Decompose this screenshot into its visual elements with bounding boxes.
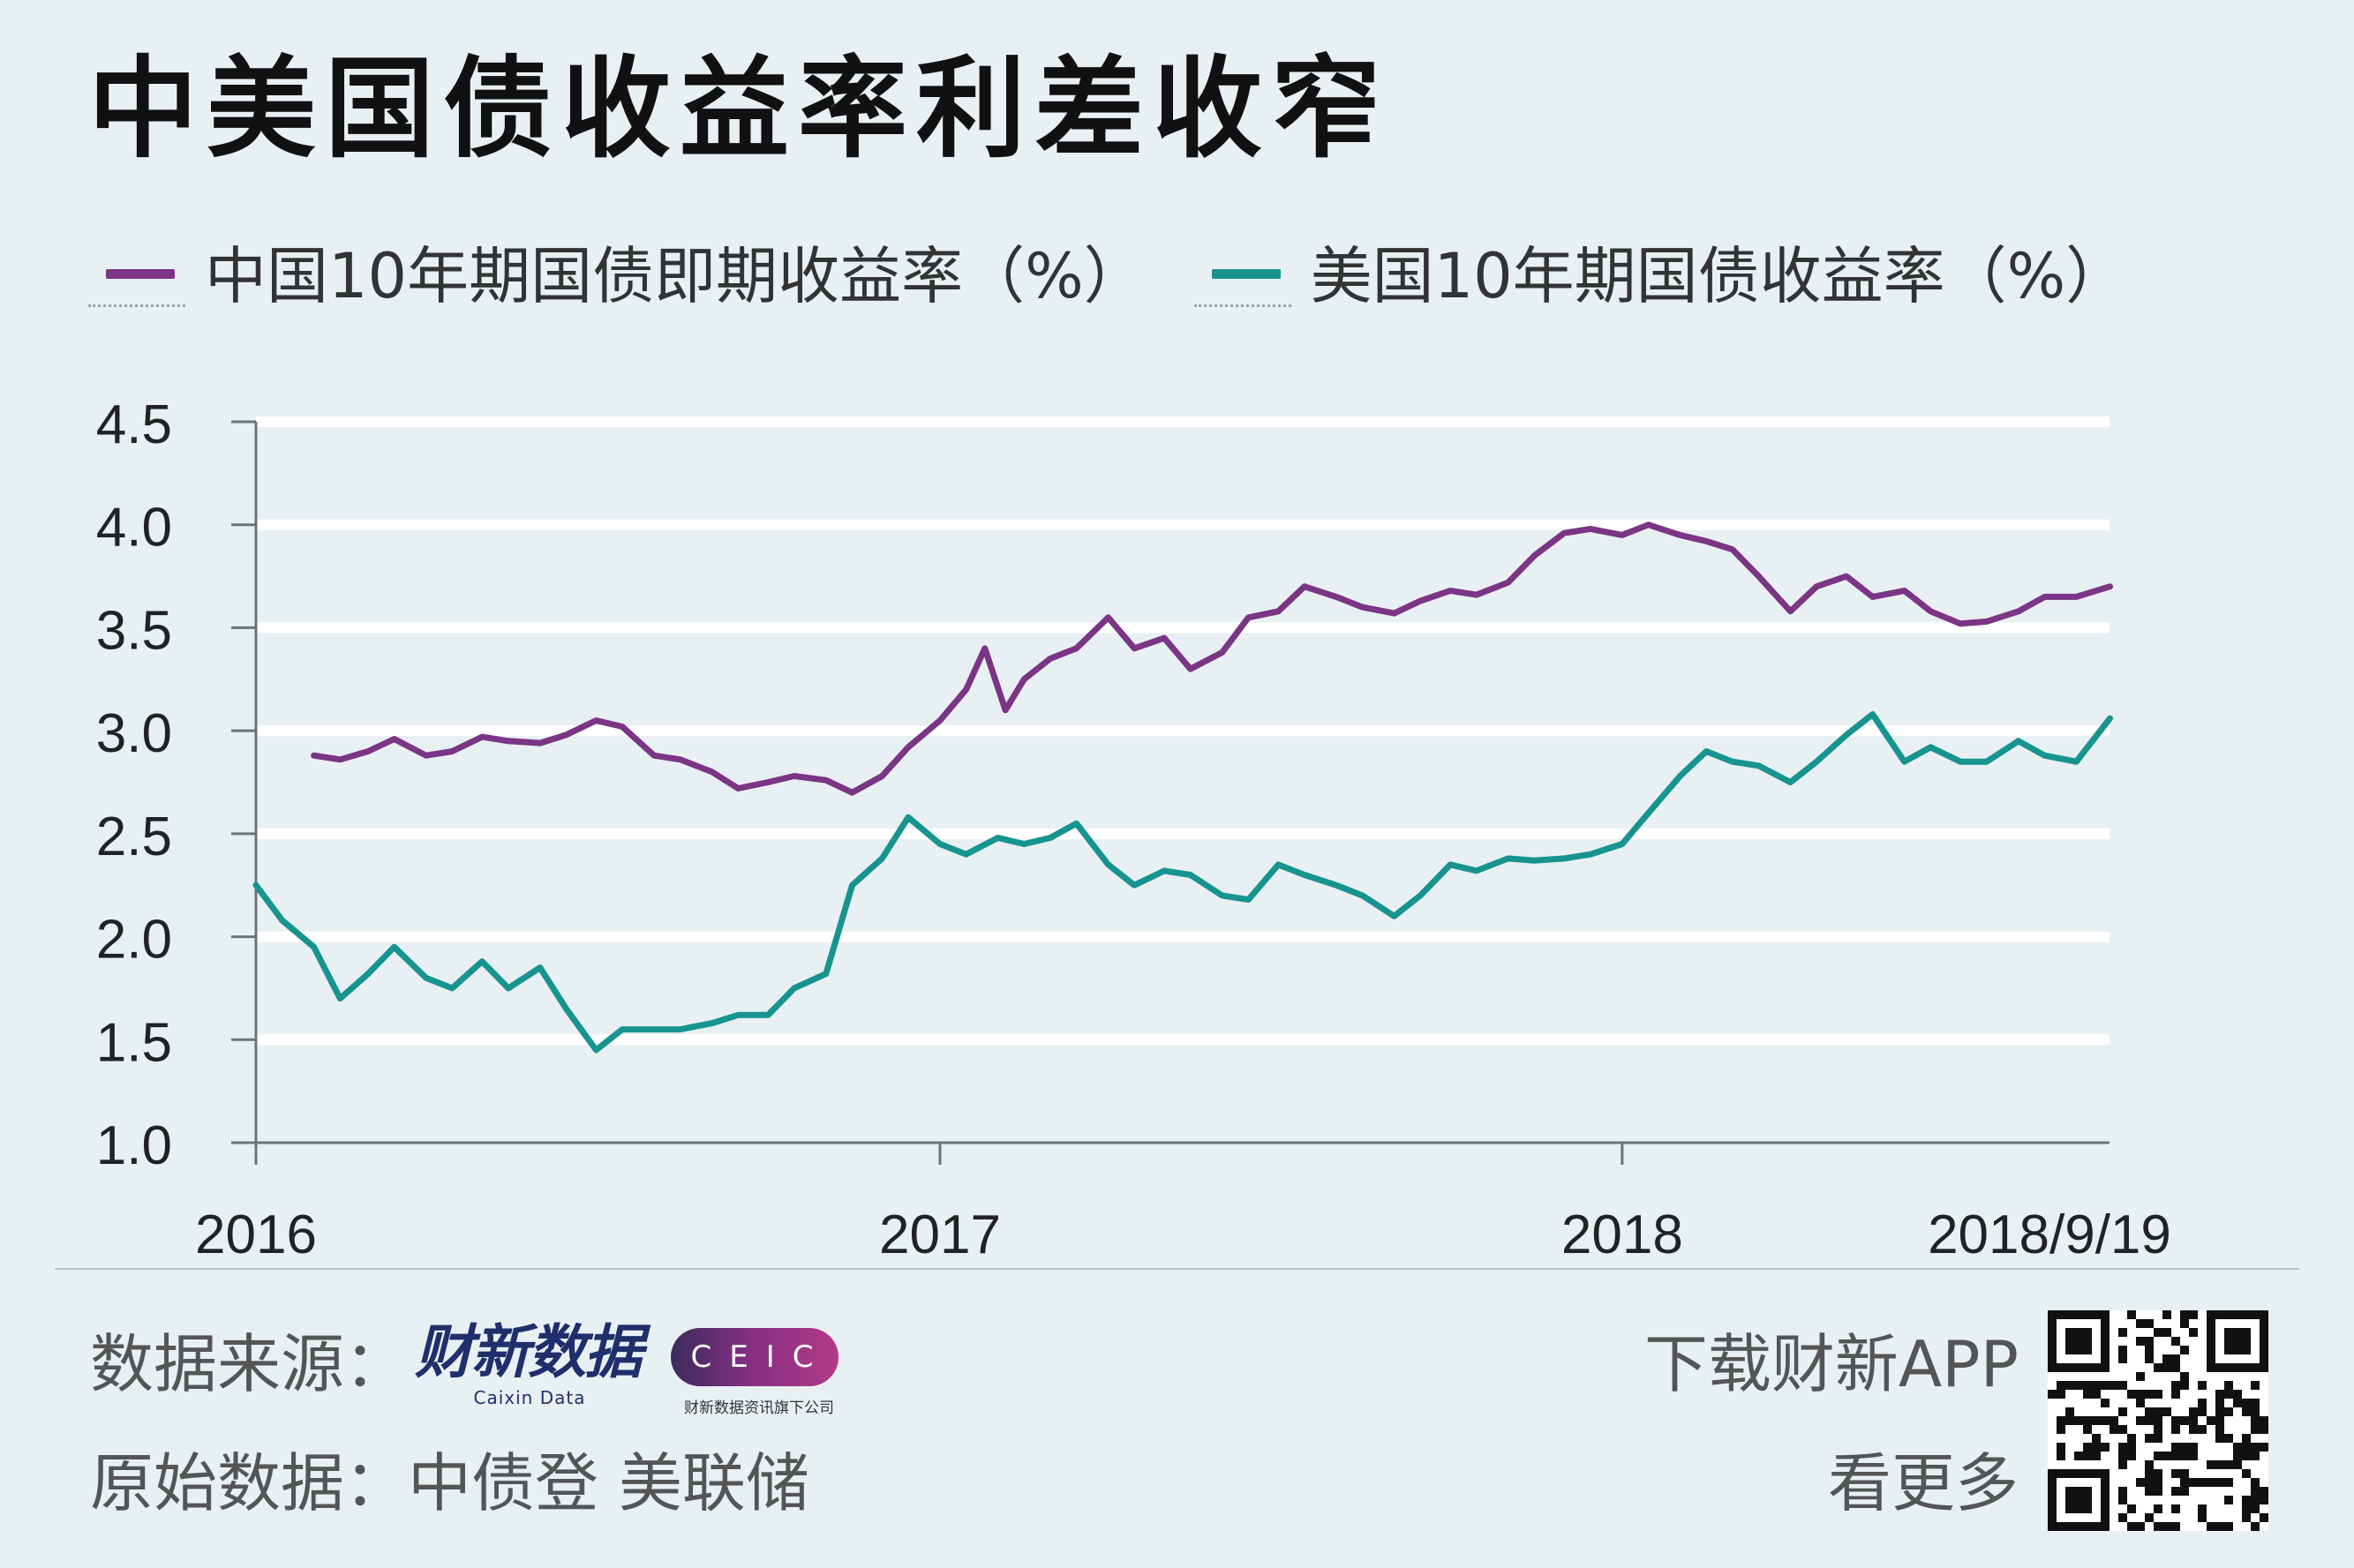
- series-line-us: [252, 711, 2113, 1054]
- legend-swatch-china: [88, 246, 185, 307]
- line-chart: 4.5 4.0 3.5 3.0 2.5 2.0 1.5 1.0 2016 2017 2018 2018…: [96, 394, 2171, 1265]
- legend-label-china: 中国10年期国债即期收益率（%）: [205, 240, 1146, 312]
- y-tick-label: 3.0: [96, 703, 172, 764]
- y-tick-label: 2.5: [96, 807, 172, 867]
- ceic-logo: CEIC 财新数据资讯旗下公司: [671, 1328, 847, 1417]
- y-tick-label: 3.5: [96, 600, 172, 661]
- chart-legend: 中国10年期国债即期收益率（%） 美国10年期国债收益率（%）: [88, 245, 2176, 307]
- raw-data-source: 原始数据：中债登 美联储: [90, 1446, 809, 1520]
- caixin-logo-text: 财新数据: [415, 1318, 643, 1386]
- caixin-logo-en: Caixin Data: [473, 1387, 586, 1408]
- chart-title: 中美国债收益率利差收窄: [88, 46, 1390, 173]
- download-app-text: 下载财新APP: [1643, 1327, 2019, 1401]
- ceic-logo-sub: 财新数据资讯旗下公司: [684, 1399, 834, 1417]
- y-tick-label: 2.0: [96, 910, 172, 971]
- x-tick-label: 2018: [1561, 1204, 1683, 1265]
- x-tick-label: 2018/9/19: [1928, 1204, 2171, 1265]
- caixin-data-logo: 财新数据 Caixin Data: [415, 1324, 644, 1412]
- legend-item-china: 中国10年期国债即期收益率（%）: [88, 245, 1146, 307]
- legend-label-us: 美国10年期国债收益率（%）: [1310, 240, 2128, 312]
- ceic-logo-text: CEIC: [671, 1328, 839, 1386]
- series-line-china: [311, 521, 2113, 796]
- y-tick-label: 4.5: [96, 394, 172, 455]
- y-tick-label: 1.0: [96, 1115, 172, 1176]
- see-more-text: 看更多: [1827, 1446, 2019, 1520]
- footer-divider: [55, 1268, 2299, 1270]
- legend-item-us: 美国10年期国债收益率（%）: [1193, 240, 2128, 312]
- legend-swatch-us: [1193, 246, 1291, 307]
- data-source-label: 数据来源：: [90, 1327, 409, 1401]
- x-tick-label: 2017: [879, 1204, 1001, 1265]
- y-tick-label: 1.5: [96, 1012, 172, 1073]
- qr-code-icon[interactable]: [2048, 1310, 2268, 1531]
- x-tick-label: 2016: [195, 1204, 317, 1265]
- y-tick-label: 4.0: [96, 498, 172, 559]
